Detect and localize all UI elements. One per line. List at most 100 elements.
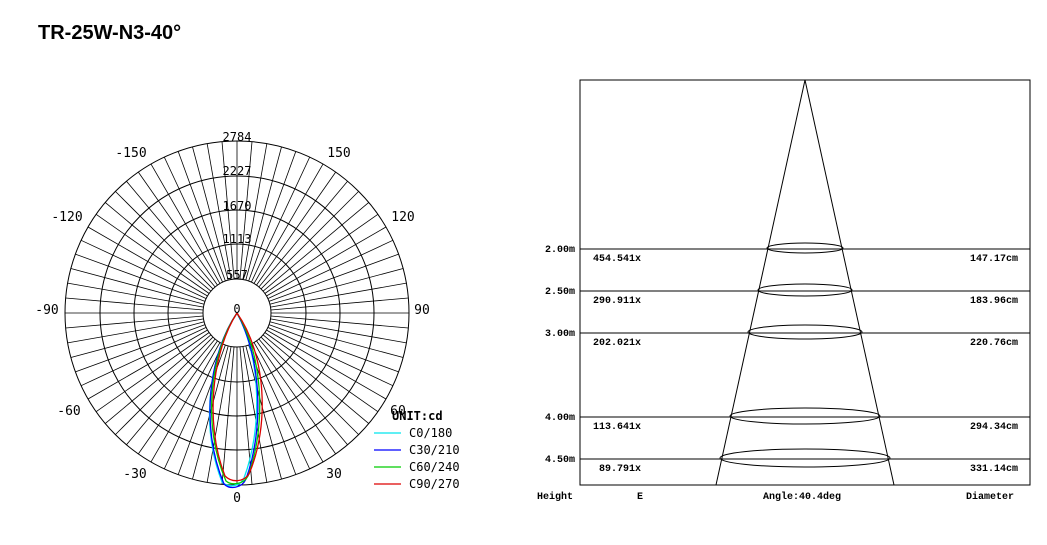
- diameter-label: 220.76cm: [970, 338, 1018, 349]
- diameter-label: 294.34cm: [970, 422, 1018, 433]
- grid-spoke: [70, 321, 205, 358]
- grid-spoke: [270, 318, 407, 344]
- angle-label: -120: [51, 210, 82, 225]
- angle-label: 0: [233, 491, 241, 506]
- grid-spoke: [258, 180, 348, 288]
- grid-spoke: [256, 171, 336, 286]
- grid-spoke: [242, 143, 268, 280]
- intensity-curve: [212, 312, 263, 482]
- grid-spoke: [65, 297, 204, 311]
- grid-spoke: [267, 327, 394, 387]
- grid-spoke: [177, 151, 226, 282]
- grid-spoke: [262, 202, 370, 292]
- grid-spoke: [67, 318, 204, 344]
- angle-labels: -150 150 -120 120 -90 90 -60 60 -30 30 0: [35, 146, 430, 506]
- footer-diameter: Diameter: [966, 491, 1014, 503]
- grid-spoke: [251, 156, 311, 283]
- unit-label: UNIT:cd: [392, 409, 443, 423]
- grid-spoke: [258, 338, 348, 446]
- grid-spoke: [270, 297, 409, 311]
- angle-label: -30: [123, 467, 146, 482]
- grid-spoke: [268, 324, 399, 373]
- grid-spoke: [269, 268, 404, 305]
- footer-e: E: [637, 492, 643, 503]
- grid-spoke: [126, 180, 216, 288]
- grid-spoke: [80, 239, 207, 299]
- footer-angle: Angle:40.4deg: [763, 491, 841, 503]
- grid-spoke: [75, 324, 206, 373]
- grid-spoke: [256, 340, 336, 455]
- grid-spoke: [264, 332, 379, 412]
- legend-label: C30/210: [409, 443, 460, 457]
- angle-label: -60: [57, 404, 80, 419]
- radial-label: 1113: [223, 232, 252, 246]
- grid-spoke: [75, 253, 206, 302]
- intensity-curve: [210, 312, 261, 485]
- grid-spoke: [206, 346, 232, 483]
- polar-curves: [208, 312, 263, 489]
- grid-spoke: [269, 321, 404, 358]
- grid-spoke: [221, 141, 235, 280]
- grid-spoke: [266, 329, 387, 400]
- grid-spoke: [150, 163, 221, 284]
- footer-height: Height: [537, 491, 573, 503]
- legend: UNIT:cd C0/180 C30/210 C60/240 C90/270: [374, 409, 460, 491]
- height-label: 2.00m: [545, 245, 575, 256]
- radial-label: 1670: [223, 199, 252, 213]
- grid-spoke: [268, 253, 399, 302]
- diameter-label: 147.17cm: [970, 254, 1018, 265]
- grid-spoke: [87, 226, 208, 297]
- angle-label: 90: [414, 303, 430, 318]
- grid-spoke: [245, 146, 282, 281]
- beam-ellipse: [719, 448, 891, 468]
- angle-label: 60: [390, 404, 406, 419]
- grid-spoke: [104, 334, 212, 424]
- grid-spoke: [150, 342, 221, 463]
- grid-spoke: [115, 191, 214, 290]
- radial-label: 557: [226, 268, 248, 282]
- height-label: 3.00m: [545, 329, 575, 340]
- diameter-label: 183.96cm: [970, 296, 1018, 307]
- grid-spoke: [270, 315, 409, 329]
- grid-spoke: [138, 340, 218, 455]
- grid-spoke: [138, 171, 218, 286]
- grid-spoke: [253, 163, 324, 284]
- beam-ellipse: [747, 324, 863, 340]
- radial-label: 2227: [223, 164, 252, 178]
- grid-spoke: [267, 239, 394, 299]
- angle-label: 150: [327, 146, 350, 161]
- grid-spoke: [70, 268, 205, 305]
- legend-label: C90/270: [409, 477, 460, 491]
- lux-label: 290.911x: [593, 296, 641, 307]
- legend-label: C60/240: [409, 460, 460, 474]
- angle-label: 30: [326, 467, 342, 482]
- grid-spoke: [192, 146, 229, 281]
- grid-spoke: [266, 226, 387, 297]
- grid-spoke: [221, 346, 235, 485]
- grid-spoke: [270, 282, 407, 308]
- height-label: 4.00m: [545, 413, 575, 424]
- lux-label: 89.791x: [599, 464, 641, 475]
- lux-label: 202.021x: [593, 338, 641, 349]
- grid-spoke: [87, 329, 208, 400]
- grid-spoke: [251, 343, 311, 470]
- angle-label: -150: [115, 146, 146, 161]
- grid-spoke: [95, 332, 210, 412]
- cone-labels: 2.00m 454.541x 147.17cm 2.50m 290.911x 1…: [537, 245, 1018, 503]
- radial-label: 0: [233, 302, 240, 316]
- grid-spoke: [248, 151, 297, 282]
- grid-spoke: [95, 214, 210, 294]
- angle-label: 120: [391, 210, 414, 225]
- grid-spoke: [115, 336, 214, 435]
- grid-spoke: [242, 346, 268, 483]
- grid-spoke: [262, 334, 370, 424]
- lux-label: 113.641x: [593, 422, 641, 433]
- intensity-curve: [209, 312, 259, 489]
- grid-spoke: [126, 338, 216, 446]
- radial-labels: 2784 2227 1670 1113 557 0: [223, 130, 252, 316]
- diameter-label: 331.14cm: [970, 464, 1018, 475]
- grid-spoke: [245, 345, 282, 480]
- grid-spoke: [104, 202, 212, 292]
- page-title: TR-25W-N3-40°: [38, 22, 182, 44]
